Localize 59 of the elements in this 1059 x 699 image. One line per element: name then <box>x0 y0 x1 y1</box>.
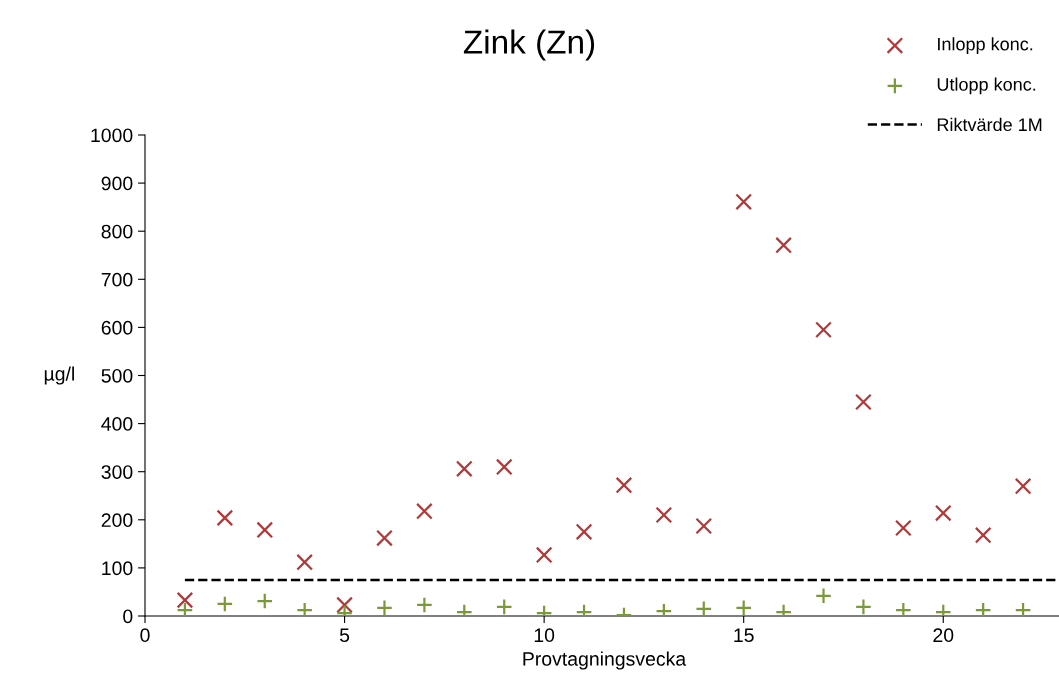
x-tick-label: 10 <box>534 628 555 643</box>
point <box>655 506 673 524</box>
legend-label: Inlopp konc. <box>938 37 1033 55</box>
point <box>176 601 194 616</box>
point <box>535 546 553 564</box>
y-tick-label: 900 <box>101 176 133 191</box>
point <box>416 596 433 614</box>
point <box>695 517 713 535</box>
point <box>855 598 872 616</box>
point <box>1014 601 1032 616</box>
point <box>296 601 314 616</box>
point <box>495 458 513 476</box>
point <box>934 504 952 522</box>
y-tick-label: 700 <box>101 272 133 287</box>
x-tick-label: 0 <box>140 628 150 643</box>
point <box>855 393 872 411</box>
point <box>735 599 753 616</box>
point <box>974 526 992 544</box>
point <box>894 601 912 616</box>
point <box>655 602 673 616</box>
y-tick-label: 200 <box>101 513 133 528</box>
point <box>775 236 792 254</box>
point <box>735 193 753 211</box>
point <box>894 519 912 537</box>
y-tick-label: 400 <box>101 417 133 431</box>
y-tick-label: 1000 <box>91 128 133 143</box>
point <box>216 509 234 527</box>
point <box>256 521 274 539</box>
point <box>575 523 593 541</box>
point <box>336 596 353 614</box>
y-tick-label: 300 <box>101 465 133 479</box>
point <box>176 591 194 609</box>
x-axis-title: Provtagningsvecka <box>523 651 687 670</box>
y-tick-label: 500 <box>101 368 133 383</box>
point <box>376 529 393 547</box>
point <box>376 599 393 616</box>
point <box>695 600 713 616</box>
point <box>815 321 832 339</box>
point <box>1014 477 1032 495</box>
y-tick-label: 800 <box>101 224 133 239</box>
x-tick-label: 15 <box>734 628 754 643</box>
point <box>815 587 832 605</box>
point <box>216 595 234 613</box>
point <box>416 502 433 520</box>
y-tick-label: 0 <box>123 609 133 624</box>
point <box>615 476 633 494</box>
point <box>455 460 473 478</box>
point <box>974 601 992 616</box>
y-tick-label: 600 <box>101 320 133 335</box>
x-tick-label: 5 <box>339 628 350 643</box>
legend-label: Utlopp konc. <box>937 77 1036 95</box>
y-tick-label: 100 <box>102 561 133 576</box>
chart-title: Zink (Zn) <box>463 29 595 61</box>
x-tick-label: 20 <box>933 628 954 643</box>
legend-label: Riktvärde 1M <box>937 117 1042 132</box>
point <box>495 598 513 616</box>
point <box>256 592 274 610</box>
point <box>296 553 314 571</box>
y-axis-title: µg/l <box>44 366 74 385</box>
